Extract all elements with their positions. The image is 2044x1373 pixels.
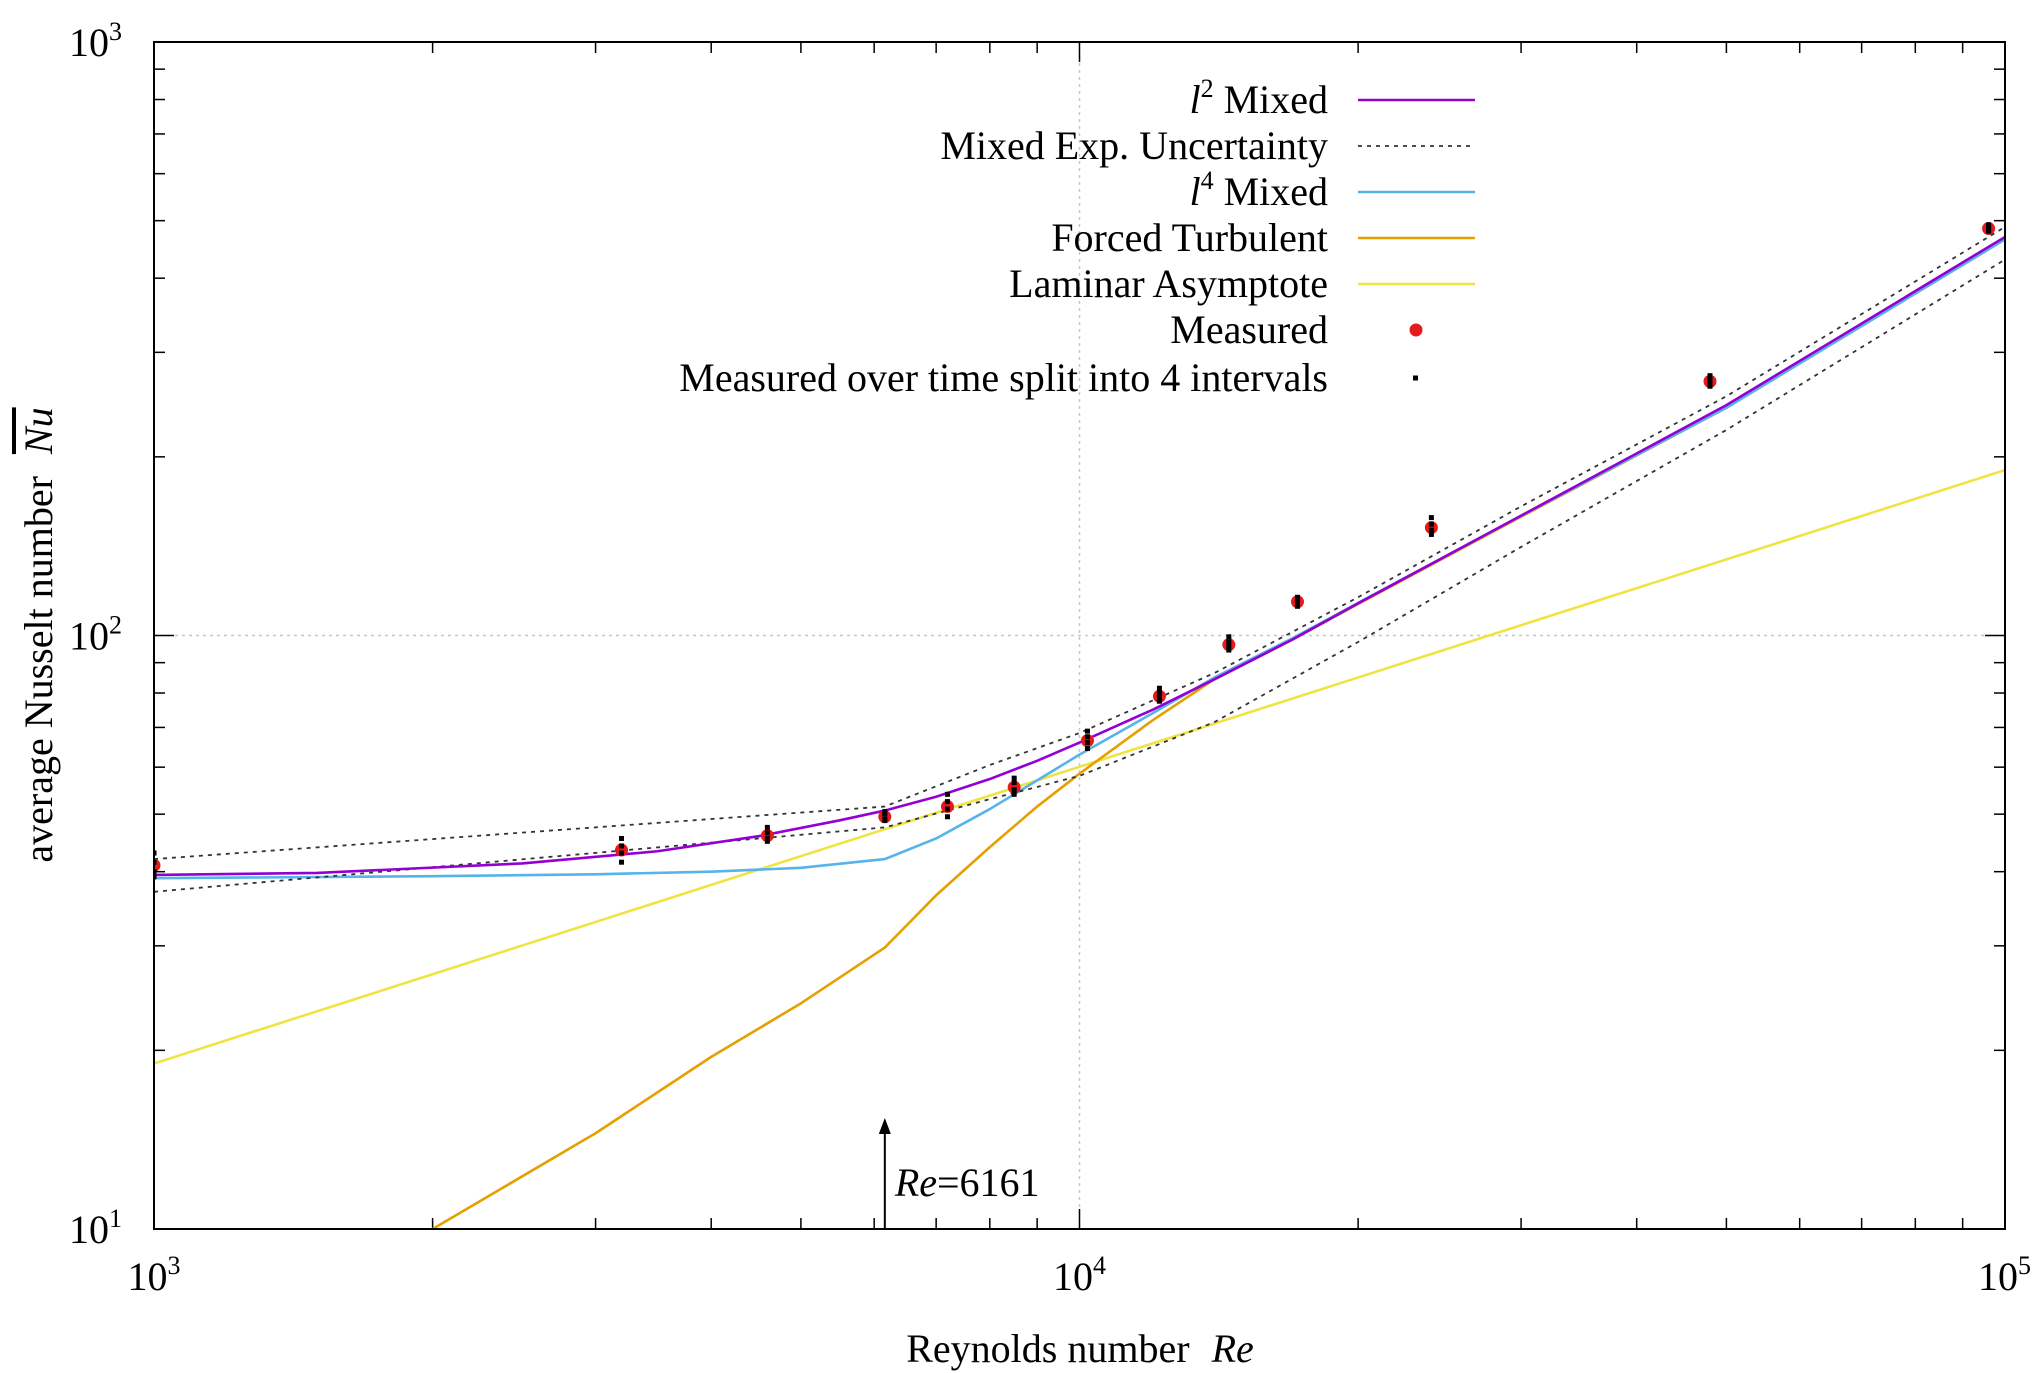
interval-point — [944, 814, 950, 820]
legend-label: l4 Mixed — [1189, 166, 1328, 214]
legend-label: l2 Mixed — [1189, 74, 1328, 122]
x-tick-label: 104 — [1053, 1251, 1106, 1299]
x-axis-label: Reynolds number Re — [906, 1326, 1254, 1371]
interval-point — [1011, 780, 1017, 786]
y-axis-symbol: Nu — [16, 407, 61, 455]
interval-point — [1084, 734, 1090, 740]
interval-point — [1986, 224, 1992, 230]
legend-label: Forced Turbulent — [1051, 215, 1328, 260]
interval-point — [1226, 647, 1232, 653]
legend-label: Measured — [1170, 307, 1328, 352]
y-tick-label: 101 — [69, 1204, 122, 1252]
interval-point — [764, 838, 770, 844]
interval-point — [1156, 695, 1162, 701]
legend-label: Laminar Asymptote — [1009, 261, 1328, 306]
interval-point — [764, 830, 770, 836]
measured-point — [940, 800, 954, 814]
legend-swatch — [1413, 375, 1418, 381]
measured-point — [1424, 521, 1438, 535]
plot-frame — [153, 41, 2006, 1230]
grid — [154, 42, 2005, 1229]
interval-point — [1084, 740, 1090, 746]
x-tick-labels: 103 104 105 — [128, 1251, 2032, 1299]
interval-point — [1707, 383, 1713, 389]
x-tick-label: 105 — [1978, 1251, 2031, 1299]
interval-point — [1294, 594, 1300, 600]
interval-point — [882, 809, 888, 815]
series-line — [154, 468, 2005, 1065]
interval-point — [1011, 787, 1017, 793]
legend-swatch — [1409, 323, 1423, 337]
y-tick-label: 103 — [69, 17, 122, 65]
series-layer — [154, 226, 2005, 1229]
interval-point — [1226, 639, 1232, 645]
legend-label: Mixed Exp. Uncertainty — [940, 123, 1328, 168]
points-layer — [154, 222, 1996, 880]
interval-point — [154, 874, 157, 880]
interval-point — [619, 843, 625, 849]
interval-point — [944, 799, 950, 805]
interval-point — [1428, 515, 1434, 521]
interval-point — [1707, 376, 1713, 382]
interval-point — [1226, 643, 1232, 649]
interval-point — [1294, 601, 1300, 607]
measured-point — [878, 810, 892, 824]
interval-point — [619, 835, 625, 841]
interval-point — [764, 824, 770, 830]
interval-point — [1707, 373, 1713, 379]
interval-point — [1294, 598, 1300, 604]
x-tick-label: 103 — [128, 1251, 181, 1299]
interval-point — [1011, 791, 1017, 797]
legend-label: Measured over time split into 4 interval… — [679, 355, 1328, 400]
interval-point — [1084, 728, 1090, 734]
interval-point — [764, 835, 770, 841]
interval-point — [1156, 698, 1162, 704]
interval-point — [1707, 380, 1713, 386]
interval-point — [619, 859, 625, 865]
interval-point — [1428, 521, 1434, 527]
re-annotation: Re=6161 — [878, 1118, 1040, 1229]
interval-point — [882, 811, 888, 817]
interval-point — [154, 850, 157, 856]
interval-point — [1156, 685, 1162, 691]
interval-point — [1226, 634, 1232, 640]
interval-point — [1084, 746, 1090, 752]
y-tick-labels: 101 102 103 — [69, 17, 122, 1252]
interval-point — [1156, 690, 1162, 696]
interval-point — [154, 869, 157, 875]
series-line — [154, 235, 2005, 877]
measured-point — [760, 829, 774, 843]
uncertainty-band — [154, 258, 2005, 893]
interval-point — [944, 806, 950, 812]
interval-point — [154, 859, 157, 865]
interval-point — [1011, 775, 1017, 781]
measured-point — [615, 843, 629, 857]
annotation-label: Re=6161 — [894, 1160, 1040, 1205]
interval-point — [619, 850, 625, 856]
annotation-arrowhead — [878, 1118, 891, 1134]
interval-point — [1428, 531, 1434, 537]
y-tick-label: 102 — [69, 611, 122, 659]
y-axis-label: average Nusselt numberNu — [16, 407, 61, 862]
interval-point — [1986, 227, 1992, 233]
interval-point — [882, 817, 888, 823]
interval-point — [1428, 527, 1434, 533]
interval-point — [944, 791, 950, 797]
svg-text:average Nusselt numberNu: average Nusselt numberNu — [16, 407, 61, 862]
